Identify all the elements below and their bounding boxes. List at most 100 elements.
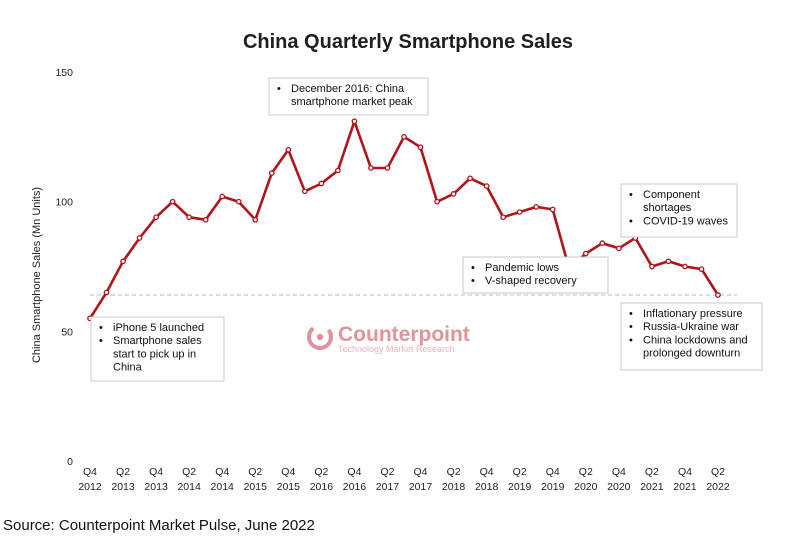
data-point — [599, 240, 606, 247]
x-tick-quarter: Q2 — [116, 466, 130, 478]
annotation-line: China — [113, 362, 143, 374]
x-tick-quarter: Q2 — [314, 466, 328, 478]
data-point — [219, 193, 226, 200]
data-point — [615, 245, 622, 252]
x-tick-year: 2016 — [310, 481, 334, 493]
y-tick-label: 0 — [67, 456, 73, 468]
x-tick-year: 2017 — [409, 481, 433, 493]
data-point — [351, 118, 358, 125]
x-tick-quarter: Q4 — [612, 466, 626, 478]
data-point — [533, 204, 540, 210]
data-point — [549, 206, 556, 213]
annotation-pandemic: • Pandemic lows • V-shaped recovery — [462, 256, 609, 294]
y-tick-label: 100 — [55, 197, 73, 209]
x-tick-year: 2019 — [508, 481, 532, 493]
data-point — [252, 216, 259, 223]
annotation-line: shortages — [643, 202, 692, 214]
data-point — [401, 133, 407, 140]
x-tick-year: 2018 — [475, 481, 499, 493]
x-tick-quarter: Q4 — [480, 466, 494, 478]
annotation-box — [268, 77, 429, 116]
annotation-bullet: • — [629, 215, 633, 227]
x-tick-quarter: Q2 — [513, 466, 527, 478]
x-tick-quarter: Q2 — [447, 466, 461, 478]
annotation-box — [620, 183, 738, 238]
annotation-bullet: • — [471, 262, 475, 274]
annotation-bullet: • — [629, 189, 633, 201]
data-point — [467, 175, 473, 182]
annotation-line: Inflationary pressure — [643, 308, 743, 320]
data-point — [483, 183, 490, 189]
x-tick-year: 2020 — [574, 481, 598, 493]
counterpoint-logo-icon — [307, 324, 333, 350]
annotation-line: China lockdowns and — [643, 334, 748, 346]
annotation-line: iPhone 5 launched — [113, 322, 204, 334]
x-tick-year: 2015 — [244, 481, 268, 493]
x-tick-quarter: Q4 — [414, 466, 428, 478]
x-tick-year: 2014 — [211, 481, 235, 493]
data-point — [318, 180, 325, 187]
annotation-line: Smartphone sales — [113, 335, 202, 347]
x-tick-year: 2021 — [640, 481, 664, 493]
annotation-bullet: • — [277, 83, 281, 95]
annotation-line: Pandemic lows — [485, 262, 559, 274]
x-tick-quarter: Q4 — [347, 466, 361, 478]
y-axis-ticks: 0 50 100 150 — [55, 67, 73, 468]
data-point — [715, 292, 721, 298]
annotations-layer: • iPhone 5 launched • Smartphone salesstart… — [90, 77, 763, 382]
data-point — [235, 198, 242, 205]
annotation-bullet: • — [471, 275, 475, 287]
x-tick-quarter: Q2 — [182, 466, 196, 478]
x-tick-quarter: Q2 — [248, 466, 262, 478]
annotation-box — [620, 302, 763, 371]
data-point — [500, 214, 507, 221]
data-point — [169, 198, 176, 205]
data-point — [268, 170, 275, 176]
annotation-bullet: • — [629, 308, 633, 320]
data-point — [698, 266, 705, 272]
annotation-line: Component — [643, 189, 700, 201]
data-point — [202, 216, 209, 223]
data-point — [417, 144, 424, 151]
data-point — [103, 289, 110, 296]
data-point — [516, 209, 523, 215]
annotation-iphone5: • iPhone 5 launched • Smartphone salesstart… — [90, 316, 225, 382]
data-point — [384, 165, 391, 171]
x-tick-year: 2013 — [111, 481, 135, 493]
x-tick-quarter: Q4 — [83, 466, 97, 478]
data-point — [186, 214, 193, 221]
chart-title: China Quarterly Smartphone Sales — [243, 31, 573, 53]
annotation-box — [462, 256, 609, 294]
data-point — [582, 250, 589, 257]
x-tick-year: 2016 — [343, 481, 367, 493]
x-tick-year: 2021 — [673, 481, 697, 493]
annotation-line: smartphone market peak — [291, 96, 413, 108]
x-tick-quarter: Q4 — [215, 466, 229, 478]
annotation-line: December 2016: China — [291, 83, 405, 95]
annotation-line: start to pick up in — [113, 348, 196, 360]
x-tick-quarter: Q4 — [281, 466, 295, 478]
x-tick-year: 2013 — [144, 481, 168, 493]
data-point — [301, 188, 308, 195]
y-tick-label: 150 — [55, 67, 73, 79]
x-tick-quarter: Q4 — [149, 466, 163, 478]
x-tick-quarter: Q2 — [579, 466, 593, 478]
source-note: Source: Counterpoint Market Pulse, June … — [3, 517, 315, 534]
x-tick-quarter: Q2 — [711, 466, 725, 478]
data-point — [450, 191, 457, 197]
x-tick-year: 2019 — [541, 481, 565, 493]
annotation-line: Russia-Ukraine war — [643, 321, 739, 333]
data-point — [368, 165, 374, 171]
x-tick-year: 2020 — [607, 481, 631, 493]
y-tick-label: 50 — [61, 326, 73, 338]
watermark-tagline: Technology Market Research — [338, 344, 455, 354]
x-axis-ticks: Q4 2012 Q2 2013 Q4 2013 Q2 2014 Q4 2014 Q2 2015 Q4 20… — [78, 466, 730, 493]
data-point — [335, 167, 341, 174]
watermark-name: Counterpoint — [338, 323, 470, 346]
annotation-box — [90, 316, 225, 382]
annotation-inflation: • Inflationary pressure • Russia-Ukraine wa… — [620, 302, 763, 371]
x-tick-year: 2012 — [78, 481, 102, 493]
